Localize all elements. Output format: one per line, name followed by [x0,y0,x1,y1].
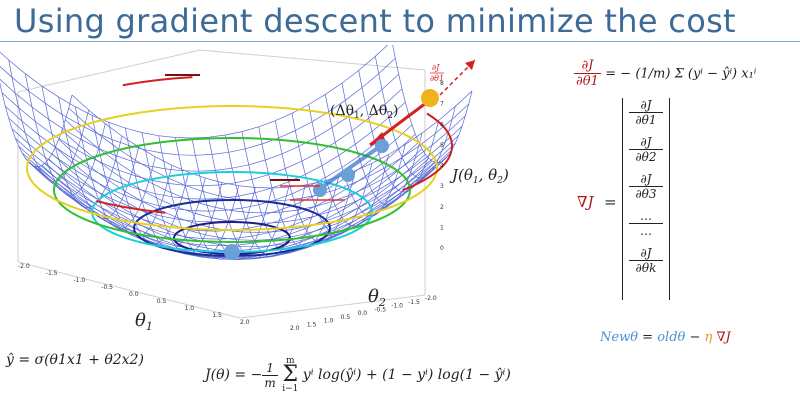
y-tick-label: -1.0 [391,303,403,310]
z-tick-label: 1 [440,224,444,231]
mesh-line [0,73,399,172]
minimum-point [224,244,240,260]
z-tick-label: 2 [440,204,444,211]
x-axis-label: θ1 [135,310,153,333]
descent-path [165,59,476,260]
z-tick-label: 8 [440,80,444,87]
update-rule: Newθ = oldθ − η ∇J [600,330,731,345]
z-tick-labels: 0 1 2 3 4 5 6 7 8 [440,80,444,252]
y-tick-label: -2.0 [425,295,437,302]
mesh-line [21,148,423,247]
mesh-line [15,133,416,232]
mesh-line [58,135,459,233]
z-tick-label: 7 [440,101,444,108]
z-tick-label: 6 [440,121,444,128]
x-tick-labels: -2.0 -1.5 -1.0 -0.5 0.0 0.5 1.0 1.5 2.0 [18,263,250,326]
cost-surface-mesh [0,45,473,260]
slide-title: Using gradient descent to minimize the c… [14,2,736,40]
partial-lhs: ∂J ∂θ1 [574,58,601,89]
mesh-line [0,45,389,139]
mesh-line [71,90,473,189]
cost-equation: J(θ) = −1 m m Σ i−1 yⁱ log(ŷⁱ) + (1 − yⁱ)… [205,356,511,394]
descent-point [375,139,389,153]
z-tick-label: 4 [440,163,444,170]
y-tick-labels: 2.0 1.5 1.0 0.5 0.0 -0.5 -1.0 -1.5 -2.0 [290,295,437,332]
gradient-symbol: ∇J [577,193,594,211]
x-tick-label: 0.5 [157,298,167,305]
y-tick-label: 1.0 [324,318,334,325]
gradient-arrow-label: ∂J [432,63,440,72]
prediction-equation: ŷ = σ(θ1x1 + θ2x2) [6,352,144,368]
mesh-line [308,104,390,227]
y-tick-label: 0.0 [358,310,368,317]
y-tick-label: -0.5 [374,306,386,313]
mesh-line [55,143,456,241]
gradient-component: ∂J ∂θ3 [623,172,669,201]
gradient-vector: ∂J ∂θ1 ∂J ∂θ2 ∂J ∂θ3 …… ∂J ∂θk [622,98,670,300]
z-axis-label: J(θ1, θ2) [449,166,509,186]
x-tick-label: -1.0 [74,277,86,284]
y-tick-label: 2.0 [290,325,300,332]
x-tick-label: -2.0 [18,263,30,270]
gradient-component: ∂J ∂θk [623,246,669,275]
y-tick-label: 1.5 [307,321,317,328]
y-tick-label: 0.5 [341,314,351,321]
axes-box [17,49,426,319]
x-tick-label: 1.0 [185,305,195,312]
z-tick-label: 5 [440,142,444,149]
y-axis-label: θ2 [368,286,386,309]
title-divider [0,41,800,42]
gradient-component: ∂J ∂θ1 [623,98,669,127]
mesh-line [1,88,403,187]
start-point [421,89,439,107]
x-tick-label: -1.5 [46,270,58,277]
x-tick-label: -0.5 [101,284,113,291]
cost-surface-plot: -2.0 -1.5 -1.0 -0.5 0.0 0.5 1.0 1.5 2.0 2.0 1.5 1.… [0,45,509,333]
mesh-line [0,82,73,167]
mesh-line [0,58,396,156]
descent-point [313,183,327,197]
svg-text:∂θ1: ∂θ1 [430,74,444,83]
x-tick-label: 0.0 [129,291,139,298]
gradient-component: …… [623,209,669,238]
gradient-equals: = [604,193,617,211]
descent-point [341,168,355,182]
mesh-line [5,101,406,200]
y-tick-label: -1.5 [408,299,420,306]
z-tick-label: 0 [440,245,444,252]
z-tick-label: 3 [440,183,444,190]
x-tick-label: 1.5 [212,312,222,319]
x-tick-label: 2.0 [240,319,250,326]
mesh-line [24,73,106,196]
mesh-line [8,113,409,212]
step-label: (Δθ1, Δθ2) [330,103,398,121]
partial-derivative-equation: ∂J ∂θ1 = − (1/m) Σ (yⁱ − ŷⁱ) x₁ⁱ [574,58,757,89]
mesh-line [65,115,466,214]
mesh-line [18,141,419,240]
gradient-component: ∂J ∂θ2 [623,135,669,164]
